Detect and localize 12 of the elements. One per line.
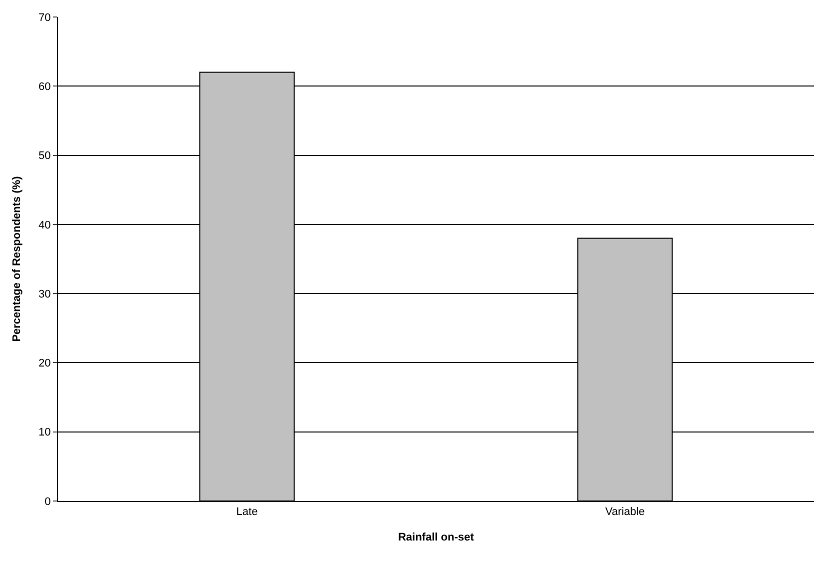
x-tick-label: Late (236, 506, 258, 518)
y-tick-label: 20 (38, 358, 51, 370)
y-axis-title: Percentage of Respondents (%) (11, 176, 24, 342)
y-tick-label: 10 (38, 426, 51, 439)
y-tick-label: 0 (44, 496, 51, 508)
y-tick-label: 30 (38, 288, 51, 300)
y-tick-label: 40 (38, 219, 51, 232)
y-tick-label: 70 (38, 12, 51, 24)
x-tick-label: Variable (605, 506, 645, 518)
y-tick-label: 50 (38, 150, 51, 162)
x-axis-title: Rainfall on-set (398, 531, 474, 544)
y-tick-label: 60 (38, 80, 51, 93)
